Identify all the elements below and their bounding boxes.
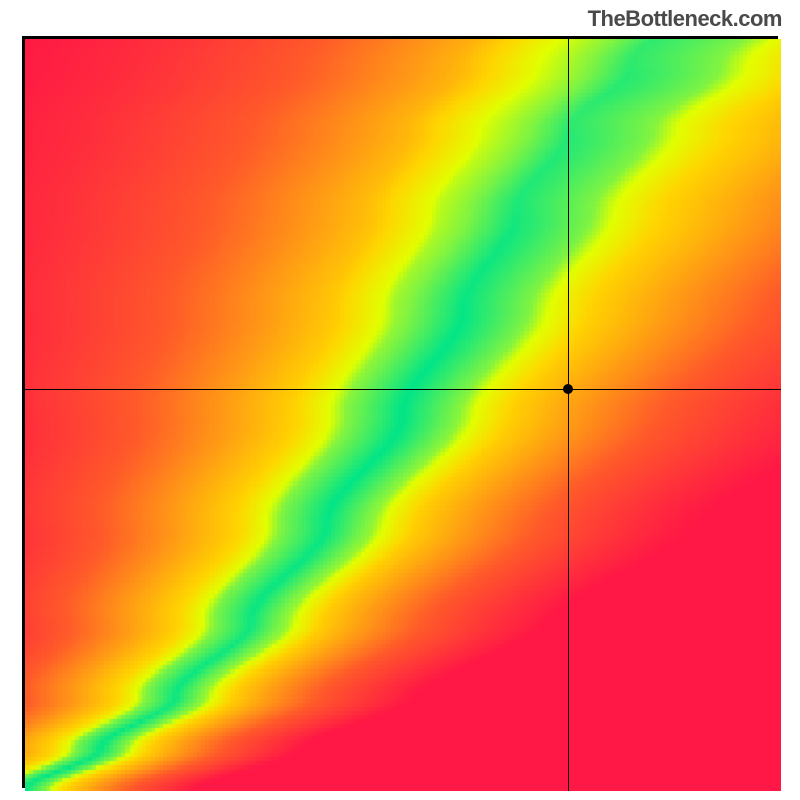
heatmap-canvas [25,39,781,791]
crosshair-marker [563,384,573,394]
watermark-text: TheBottleneck.com [588,6,782,32]
crosshair-horizontal [25,389,781,390]
crosshair-vertical [568,39,569,791]
heatmap-frame [22,36,778,788]
